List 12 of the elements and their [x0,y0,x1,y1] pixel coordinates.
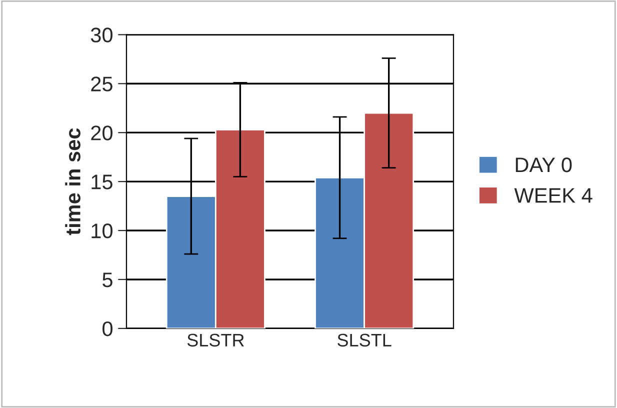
y-tick-label: 10 [92,224,112,238]
y-tick-label: 30 [90,28,112,42]
y-tick-label: 15 [92,174,112,190]
x-tick-label: SLSTL [338,334,392,347]
y-tick-label: 25 [91,76,112,92]
legend-label: DAY 0 [516,157,572,172]
legend-label: WEEK 4 [514,188,592,203]
y-tick-label: 20 [91,126,112,140]
y-tick-label: 5 [102,272,112,288]
x-tick-label: SLSTR [187,334,244,347]
y-tick-label: 0 [102,321,112,336]
y-axis-title: time in sec [65,128,80,236]
